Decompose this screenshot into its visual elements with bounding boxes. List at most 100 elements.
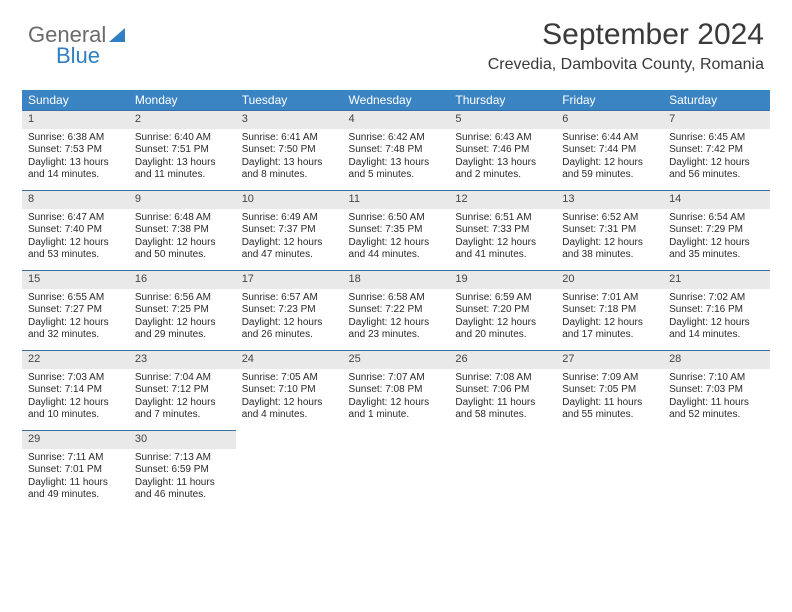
- day-body: Sunrise: 6:48 AMSunset: 7:38 PMDaylight:…: [129, 209, 236, 266]
- calendar-week-row: 15Sunrise: 6:55 AMSunset: 7:27 PMDayligh…: [22, 270, 770, 350]
- calendar-day-cell: 7Sunrise: 6:45 AMSunset: 7:42 PMDaylight…: [663, 110, 770, 190]
- day-body: Sunrise: 6:52 AMSunset: 7:31 PMDaylight:…: [556, 209, 663, 266]
- sunset-line: Sunset: 7:51 PM: [135, 144, 230, 157]
- sunset-line: Sunset: 7:05 PM: [562, 384, 657, 397]
- sunrise-line: Sunrise: 6:43 AM: [455, 132, 550, 145]
- sunrise-line: Sunrise: 7:03 AM: [28, 372, 123, 385]
- day-body: Sunrise: 6:38 AMSunset: 7:53 PMDaylight:…: [22, 129, 129, 186]
- calendar-day-cell: [663, 430, 770, 510]
- day-number: 15: [22, 270, 129, 289]
- calendar-day-cell: 11Sunrise: 6:50 AMSunset: 7:35 PMDayligh…: [343, 190, 450, 270]
- calendar-day-cell: 28Sunrise: 7:10 AMSunset: 7:03 PMDayligh…: [663, 350, 770, 430]
- sunrise-line: Sunrise: 7:11 AM: [28, 452, 123, 465]
- sunrise-line: Sunrise: 7:01 AM: [562, 292, 657, 305]
- calendar-day-cell: 20Sunrise: 7:01 AMSunset: 7:18 PMDayligh…: [556, 270, 663, 350]
- day-number: 28: [663, 350, 770, 369]
- sunset-line: Sunset: 7:27 PM: [28, 304, 123, 317]
- day-body: Sunrise: 6:41 AMSunset: 7:50 PMDaylight:…: [236, 129, 343, 186]
- sunset-line: Sunset: 7:12 PM: [135, 384, 230, 397]
- day-number: 21: [663, 270, 770, 289]
- sunrise-line: Sunrise: 6:49 AM: [242, 212, 337, 225]
- calendar-day-cell: 9Sunrise: 6:48 AMSunset: 7:38 PMDaylight…: [129, 190, 236, 270]
- daylight-line: Daylight: 12 hours and 7 minutes.: [135, 397, 230, 422]
- calendar-day-cell: 16Sunrise: 6:56 AMSunset: 7:25 PMDayligh…: [129, 270, 236, 350]
- day-body: Sunrise: 6:47 AMSunset: 7:40 PMDaylight:…: [22, 209, 129, 266]
- calendar-day-cell: 24Sunrise: 7:05 AMSunset: 7:10 PMDayligh…: [236, 350, 343, 430]
- sunrise-line: Sunrise: 6:57 AM: [242, 292, 337, 305]
- sunset-line: Sunset: 7:03 PM: [669, 384, 764, 397]
- day-number: 16: [129, 270, 236, 289]
- day-number: 9: [129, 190, 236, 209]
- calendar-day-cell: 3Sunrise: 6:41 AMSunset: 7:50 PMDaylight…: [236, 110, 343, 190]
- day-number: 27: [556, 350, 663, 369]
- day-body: Sunrise: 6:45 AMSunset: 7:42 PMDaylight:…: [663, 129, 770, 186]
- calendar-day-cell: 13Sunrise: 6:52 AMSunset: 7:31 PMDayligh…: [556, 190, 663, 270]
- calendar-day-cell: 25Sunrise: 7:07 AMSunset: 7:08 PMDayligh…: [343, 350, 450, 430]
- calendar-day-cell: 2Sunrise: 6:40 AMSunset: 7:51 PMDaylight…: [129, 110, 236, 190]
- sunrise-line: Sunrise: 6:58 AM: [349, 292, 444, 305]
- day-body: Sunrise: 7:08 AMSunset: 7:06 PMDaylight:…: [449, 369, 556, 426]
- day-number: 23: [129, 350, 236, 369]
- day-number: 1: [22, 110, 129, 129]
- sunrise-line: Sunrise: 6:48 AM: [135, 212, 230, 225]
- sunset-line: Sunset: 7:46 PM: [455, 144, 550, 157]
- daylight-line: Daylight: 12 hours and 20 minutes.: [455, 317, 550, 342]
- day-body: Sunrise: 6:54 AMSunset: 7:29 PMDaylight:…: [663, 209, 770, 266]
- sunset-line: Sunset: 7:23 PM: [242, 304, 337, 317]
- day-number: 26: [449, 350, 556, 369]
- day-body: Sunrise: 6:58 AMSunset: 7:22 PMDaylight:…: [343, 289, 450, 346]
- calendar-day-cell: 6Sunrise: 6:44 AMSunset: 7:44 PMDaylight…: [556, 110, 663, 190]
- sunset-line: Sunset: 7:29 PM: [669, 224, 764, 237]
- day-body: Sunrise: 6:49 AMSunset: 7:37 PMDaylight:…: [236, 209, 343, 266]
- weekday-header: Saturday: [663, 90, 770, 110]
- sunrise-line: Sunrise: 6:51 AM: [455, 212, 550, 225]
- daylight-line: Daylight: 11 hours and 55 minutes.: [562, 397, 657, 422]
- calendar-day-cell: 14Sunrise: 6:54 AMSunset: 7:29 PMDayligh…: [663, 190, 770, 270]
- daylight-line: Daylight: 13 hours and 5 minutes.: [349, 157, 444, 182]
- sunrise-line: Sunrise: 7:13 AM: [135, 452, 230, 465]
- sunset-line: Sunset: 7:50 PM: [242, 144, 337, 157]
- daylight-line: Daylight: 12 hours and 47 minutes.: [242, 237, 337, 262]
- sunset-line: Sunset: 7:48 PM: [349, 144, 444, 157]
- sunset-line: Sunset: 7:16 PM: [669, 304, 764, 317]
- title-block: September 2024 Crevedia, Dambovita Count…: [488, 18, 764, 74]
- sunset-line: Sunset: 7:42 PM: [669, 144, 764, 157]
- daylight-line: Daylight: 12 hours and 56 minutes.: [669, 157, 764, 182]
- calendar-day-cell: [343, 430, 450, 510]
- sunset-line: Sunset: 7:53 PM: [28, 144, 123, 157]
- day-number: 14: [663, 190, 770, 209]
- calendar-day-cell: 17Sunrise: 6:57 AMSunset: 7:23 PMDayligh…: [236, 270, 343, 350]
- day-number: 30: [129, 430, 236, 449]
- daylight-line: Daylight: 12 hours and 50 minutes.: [135, 237, 230, 262]
- sunset-line: Sunset: 7:37 PM: [242, 224, 337, 237]
- day-body: Sunrise: 6:50 AMSunset: 7:35 PMDaylight:…: [343, 209, 450, 266]
- day-number: 7: [663, 110, 770, 129]
- calendar-day-cell: 12Sunrise: 6:51 AMSunset: 7:33 PMDayligh…: [449, 190, 556, 270]
- daylight-line: Daylight: 12 hours and 23 minutes.: [349, 317, 444, 342]
- sunrise-line: Sunrise: 7:08 AM: [455, 372, 550, 385]
- sunrise-line: Sunrise: 6:40 AM: [135, 132, 230, 145]
- sunset-line: Sunset: 7:40 PM: [28, 224, 123, 237]
- day-number: 6: [556, 110, 663, 129]
- daylight-line: Daylight: 12 hours and 38 minutes.: [562, 237, 657, 262]
- sunset-line: Sunset: 7:22 PM: [349, 304, 444, 317]
- calendar-day-cell: 27Sunrise: 7:09 AMSunset: 7:05 PMDayligh…: [556, 350, 663, 430]
- logo: General Blue: [28, 18, 129, 67]
- sunrise-line: Sunrise: 6:47 AM: [28, 212, 123, 225]
- sunset-line: Sunset: 7:18 PM: [562, 304, 657, 317]
- day-number: 10: [236, 190, 343, 209]
- calendar-day-cell: 8Sunrise: 6:47 AMSunset: 7:40 PMDaylight…: [22, 190, 129, 270]
- sunrise-line: Sunrise: 7:07 AM: [349, 372, 444, 385]
- day-body: Sunrise: 7:02 AMSunset: 7:16 PMDaylight:…: [663, 289, 770, 346]
- day-number: 18: [343, 270, 450, 289]
- daylight-line: Daylight: 11 hours and 58 minutes.: [455, 397, 550, 422]
- daylight-line: Daylight: 11 hours and 46 minutes.: [135, 477, 230, 502]
- daylight-line: Daylight: 12 hours and 14 minutes.: [669, 317, 764, 342]
- calendar-week-row: 1Sunrise: 6:38 AMSunset: 7:53 PMDaylight…: [22, 110, 770, 190]
- daylight-line: Daylight: 12 hours and 35 minutes.: [669, 237, 764, 262]
- sunset-line: Sunset: 7:33 PM: [455, 224, 550, 237]
- sunset-line: Sunset: 6:59 PM: [135, 464, 230, 477]
- daylight-line: Daylight: 12 hours and 59 minutes.: [562, 157, 657, 182]
- daylight-line: Daylight: 13 hours and 11 minutes.: [135, 157, 230, 182]
- sunset-line: Sunset: 7:44 PM: [562, 144, 657, 157]
